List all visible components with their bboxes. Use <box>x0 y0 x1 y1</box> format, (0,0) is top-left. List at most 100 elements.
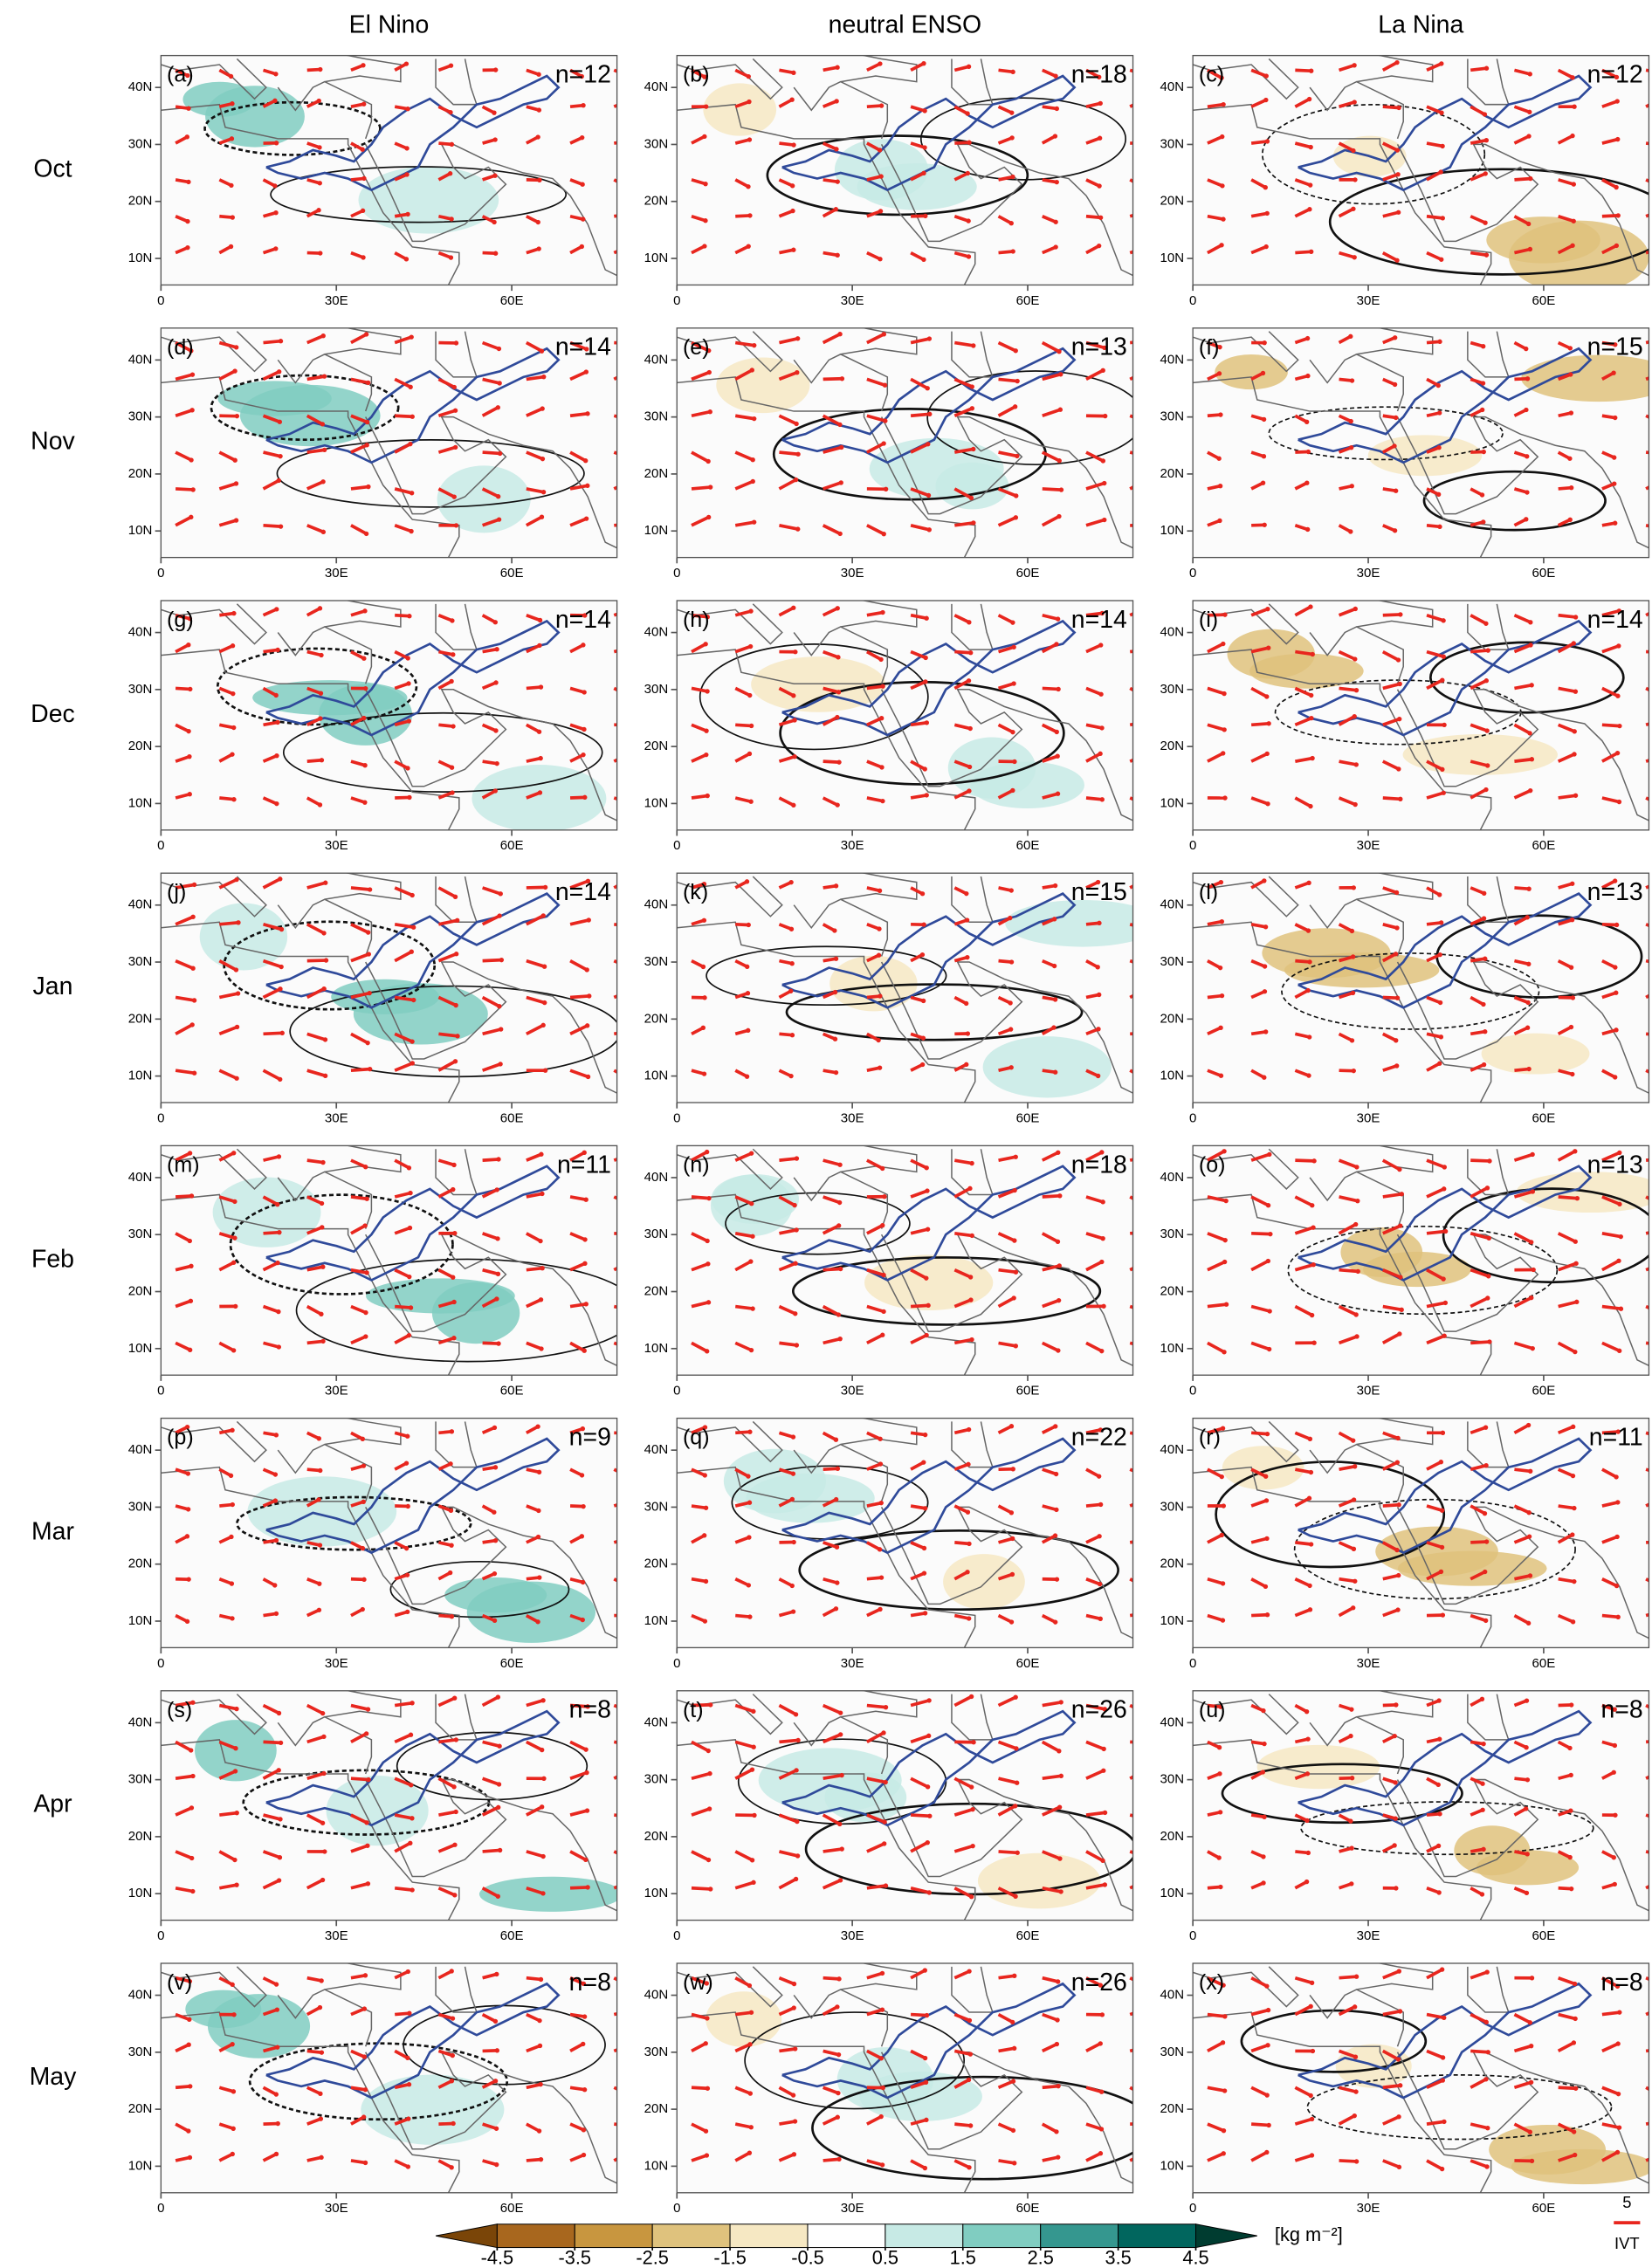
wind-vector-head <box>580 1579 586 1585</box>
wind-vector-head <box>747 643 754 649</box>
panel-label: (k) <box>683 880 708 904</box>
panel-frame <box>1192 600 1650 831</box>
wind-vector <box>263 2121 279 2126</box>
wind-vector-head <box>926 1302 931 1309</box>
panel-frame <box>160 872 618 1103</box>
wind-vector-head <box>1526 1510 1532 1515</box>
wind-vector-head <box>1008 1027 1014 1032</box>
wind-vector-head <box>1350 954 1356 959</box>
wind-vector-head <box>1216 456 1222 461</box>
wind-vector <box>998 1155 1016 1162</box>
lat-tick-label: 10N <box>1160 1069 1185 1083</box>
wind-vector-head <box>967 1616 972 1621</box>
wind-vector-head <box>1572 1505 1577 1511</box>
wind-vector-head <box>791 693 796 698</box>
wind-vector-head <box>404 1609 410 1615</box>
wind-vector-head <box>492 1618 498 1624</box>
wind-vector <box>691 515 710 527</box>
wind-vector <box>1557 1025 1573 1035</box>
wind-vector <box>306 987 325 1000</box>
reference-magnitude: 5 <box>1622 2193 1631 2211</box>
wind-vector-head <box>1265 1258 1271 1264</box>
wind-vector-head <box>1097 243 1102 249</box>
coastline <box>677 1739 976 1921</box>
wind-vector-head <box>1265 606 1270 612</box>
wind-vector-head <box>1101 1746 1106 1752</box>
wind-vector-head <box>451 652 456 657</box>
wind-vector-head <box>1305 1736 1311 1742</box>
wind-vector-head <box>320 422 326 427</box>
wind-vector-head <box>1263 1474 1269 1479</box>
lon-tick-label: 60E <box>1532 838 1556 853</box>
wind-vector <box>175 2043 189 2053</box>
wind-vector-head <box>365 1707 371 1712</box>
wind-vector-head <box>924 720 930 725</box>
coastline <box>677 1193 976 1376</box>
wind-vector-head <box>492 251 499 256</box>
wind-vector <box>526 487 544 494</box>
wind-vector-head <box>1569 918 1575 923</box>
wind-vector <box>350 524 368 536</box>
wind-vector-head <box>540 1022 546 1028</box>
wind-vector <box>306 1813 324 1825</box>
wind-vector <box>823 178 838 183</box>
wind-vector-head <box>1437 892 1442 897</box>
wind-vector <box>953 251 969 258</box>
wind-vector-head <box>408 1190 413 1196</box>
wind-vector <box>691 613 708 619</box>
wind-vector-head <box>1442 2119 1447 2125</box>
wind-vector-head <box>1351 1068 1356 1074</box>
wind-vector-head <box>230 2041 235 2047</box>
wind-vector <box>1558 1976 1576 1986</box>
wind-vector <box>1250 2150 1268 2162</box>
wind-vector <box>306 1703 324 1715</box>
wind-vector <box>953 1504 969 1514</box>
coastline <box>880 1506 1133 1639</box>
wind-vector-head <box>967 2052 974 2057</box>
wind-vector <box>1426 141 1443 148</box>
wind-vector <box>218 1025 238 1036</box>
wind-vector-head <box>318 716 323 721</box>
wind-vector-head <box>186 728 191 734</box>
wind-vector <box>1470 679 1488 691</box>
wind-vector-head <box>926 527 932 533</box>
wind-vector <box>866 1431 881 1440</box>
wind-vector <box>1382 995 1398 1000</box>
coastline <box>365 416 617 549</box>
lon-tick-label: 30E <box>325 1110 348 1125</box>
row-label: Nov <box>31 428 75 456</box>
wind-vector <box>1042 1701 1062 1708</box>
wind-vector-head <box>1528 2079 1534 2085</box>
wind-vector <box>1426 170 1442 182</box>
wind-vector-head <box>319 2050 325 2055</box>
wind-vector-head <box>792 754 797 759</box>
wind-vector-head <box>405 2164 411 2169</box>
wind-vector-head <box>321 986 327 992</box>
wind-vector-head <box>1008 1424 1015 1429</box>
wind-vector <box>218 877 237 890</box>
wind-vector <box>437 1300 455 1309</box>
coastline <box>435 1966 478 2013</box>
wind-vector-head <box>1052 1069 1058 1075</box>
wind-vector <box>1250 2044 1269 2053</box>
wind-vector <box>1470 787 1487 800</box>
wind-vector-head <box>964 1062 969 1068</box>
wind-vector <box>526 614 541 622</box>
wind-vector-head <box>1058 487 1064 492</box>
wind-vector-head <box>793 1712 799 1717</box>
sample-size: n=8 <box>569 1696 611 1724</box>
wind-vector <box>613 2157 617 2162</box>
wind-vector <box>1295 1158 1315 1163</box>
wind-vector-head <box>541 374 547 380</box>
wind-vector-head <box>360 1606 365 1612</box>
wind-vector <box>481 995 500 1008</box>
wind-vector <box>1600 1976 1619 1988</box>
wind-vector-head <box>836 655 841 660</box>
lon-tick-label: 30E <box>841 293 864 308</box>
wind-vector-head <box>540 456 546 462</box>
wind-vector-head <box>1571 641 1576 646</box>
wind-vector <box>866 333 885 345</box>
wind-vector <box>1558 1069 1573 1076</box>
wind-vector-head <box>1053 244 1058 250</box>
